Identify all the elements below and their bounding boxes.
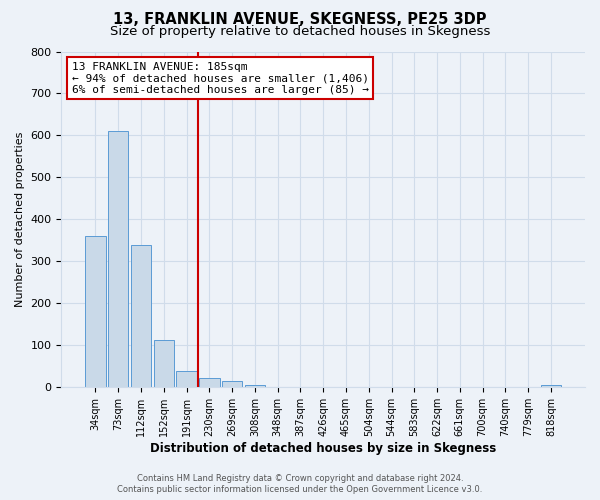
Y-axis label: Number of detached properties: Number of detached properties — [15, 132, 25, 307]
Text: 13 FRANKLIN AVENUE: 185sqm
← 94% of detached houses are smaller (1,406)
6% of se: 13 FRANKLIN AVENUE: 185sqm ← 94% of deta… — [72, 62, 369, 95]
Bar — [108, 132, 128, 388]
Text: Size of property relative to detached houses in Skegness: Size of property relative to detached ho… — [110, 25, 490, 38]
Bar — [245, 385, 265, 388]
Text: 13, FRANKLIN AVENUE, SKEGNESS, PE25 3DP: 13, FRANKLIN AVENUE, SKEGNESS, PE25 3DP — [113, 12, 487, 28]
Bar — [199, 378, 220, 388]
Bar — [222, 382, 242, 388]
Bar — [176, 370, 197, 388]
X-axis label: Distribution of detached houses by size in Skegness: Distribution of detached houses by size … — [150, 442, 496, 455]
Bar — [85, 236, 106, 388]
Bar — [541, 385, 561, 388]
Bar — [154, 340, 174, 388]
Bar — [131, 244, 151, 388]
Text: Contains HM Land Registry data © Crown copyright and database right 2024.
Contai: Contains HM Land Registry data © Crown c… — [118, 474, 482, 494]
